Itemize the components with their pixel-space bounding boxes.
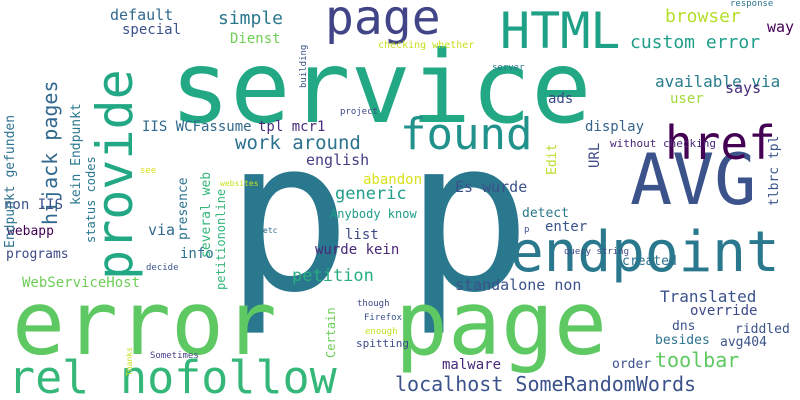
cloud-word: without checking [610,137,716,150]
cloud-word: page [395,272,607,375]
cloud-word: HTML [500,2,621,60]
cloud-word: order [612,357,652,372]
cloud-word: simple [218,8,284,29]
cloud-word: p [405,94,532,339]
cloud-word: override [690,303,758,319]
cloud-word: see [140,166,157,176]
cloud-word: generic [335,184,407,204]
cloud-word: riddled [735,322,790,337]
cloud-word: custom error [630,32,761,53]
cloud-word: found [400,109,533,160]
cloud-word: malware [442,357,502,373]
cloud-word: wurde kein [315,242,400,258]
cloud-word: presence [176,177,191,240]
cloud-word: petition [292,266,374,286]
cloud-word: user [670,91,704,107]
cloud-word: created [622,254,677,269]
cloud-word: enough [365,327,398,337]
cloud-word: info [180,246,214,262]
cloud-word: page [325,0,441,46]
cloud-word: checking whether [378,40,475,51]
cloud-word: spitting [356,337,409,350]
cloud-word: browser [665,6,741,27]
cloud-word: list [345,227,379,243]
cloud-word: Dienst [230,31,281,47]
cloud-word: webapp [7,224,54,239]
cloud-word: non IIS [4,197,64,213]
cloud-word: href [665,116,776,170]
cloud-word: via [148,221,176,239]
cloud-word: detect [522,206,569,221]
cloud-word: endpoint [510,220,780,285]
cloud-word: enter [545,219,588,235]
cloud-word: avg404 [720,335,767,350]
cloud-word: query string [564,247,630,257]
cloud-word: WebServiceHost [22,275,141,291]
cloud-word: special [122,22,182,38]
cloud-word: Anybody know [330,207,417,221]
cloud-word: project [340,107,378,117]
cloud-word: Edit [545,143,560,175]
cloud-word: standalone non [455,276,582,294]
cloud-word: nofollow [120,351,337,400]
cloud-word: error [12,272,277,375]
cloud-word: dns [672,319,696,334]
cloud-word: toolbar [655,348,740,372]
cloud-word: tlbrc tpl [767,135,782,206]
cloud-word: says [725,79,762,97]
cloud-word: status codes [84,156,98,243]
cloud-word: p [524,225,530,235]
cloud-word: though [357,299,390,309]
cloud-word: Thanks [125,347,134,376]
cloud-word: etc [263,226,278,235]
cloud-word: Es wurde [455,178,528,196]
cloud-word: display [585,119,645,135]
cloud-word: AVG [630,139,757,221]
cloud-word: response [730,0,774,9]
cloud-word: Sometimes [150,351,199,361]
cloud-word: Certain [324,307,338,358]
cloud-word: IIS WCFassume [142,119,252,135]
cloud-word: available via [655,72,781,91]
cloud-word: websites [220,179,259,188]
cloud-word: Firefox [364,313,402,323]
cloud-word: URL [587,142,603,168]
cloud-word: default [110,6,174,24]
cloud-word: server [492,63,525,73]
cloud-word: petitiononline [214,188,228,290]
cloud-word: decide [146,263,179,273]
cloud-word: ads [548,91,574,107]
cloud-word: p [225,94,352,339]
cloud-word: way [767,18,795,36]
cloud-word: Endpunkt gefunden [3,114,18,248]
cloud-word: building [299,44,309,88]
cloud-word: Translated [660,287,757,306]
cloud-word: programs [6,247,69,262]
cloud-word: abandon [363,172,423,188]
cloud-word: several web [199,171,214,258]
cloud-word: service [170,29,592,146]
cloud-word: work around [235,132,361,154]
cloud-word: english [306,151,370,169]
cloud-word: tpl mcr1 [258,119,326,135]
cloud-word: localhost SomeRandomWords [395,372,697,396]
cloud-word: rel [8,351,90,400]
cloud-word: kein Endpunkt [69,103,84,205]
cloud-word: besides [655,333,710,348]
